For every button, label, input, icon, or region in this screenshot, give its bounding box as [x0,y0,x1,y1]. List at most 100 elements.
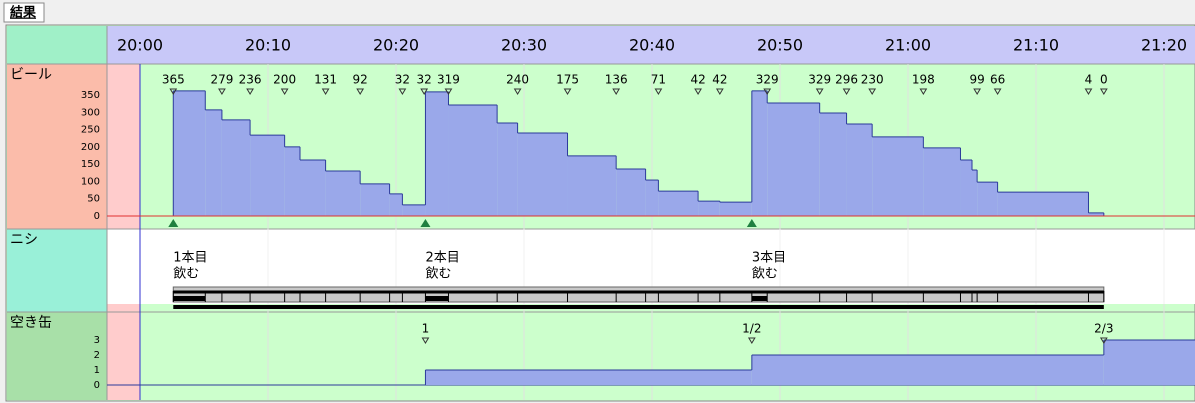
marker [715,88,724,95]
beer-step [997,192,1089,216]
beer-step [173,90,206,216]
marker [1099,337,1108,344]
beer-step [448,105,498,216]
beer-label-cell [7,64,107,229]
corner-cell [7,26,107,64]
tab-label[interactable]: 結果 [10,5,36,21]
y-tick-label: 0 [94,211,100,222]
marker-label: 279 [210,73,233,87]
marker-label: 42 [690,73,705,87]
y-tick-label: 0 [94,380,100,391]
marker-label: 175 [556,73,579,87]
time-label: 20:10 [245,36,291,55]
beer-step [872,136,924,216]
time-label: 20:20 [373,36,419,55]
marker-label: 1 [422,322,430,336]
beer-step [300,159,326,216]
marker-label: 42 [712,73,727,87]
pre-area [107,304,140,400]
marker-label: 236 [239,73,262,87]
beer-step [751,90,768,216]
marker-label: 230 [861,73,884,87]
event-label: 飲む [425,266,451,282]
marker [763,88,772,95]
marker-label: 4 [1085,73,1093,87]
marker-label: 329 [808,73,831,87]
beer-step [325,171,361,216]
time-label: 21:10 [1013,36,1059,55]
marker [398,88,407,95]
marker-label: 0 [1100,73,1108,87]
beer-step [923,147,961,216]
beer-step [972,170,978,216]
beer-step [205,109,222,216]
marker-label: 319 [437,73,460,87]
beer-step [616,168,646,216]
beer-step [284,146,300,216]
y-tick-label: 2 [94,350,100,361]
marker-label: 32 [417,73,432,87]
marker-label: 200 [273,73,296,87]
marker-label: 99 [969,73,984,87]
beer-step [645,180,659,216]
drink-segment [173,296,206,301]
event-label: 3本目 [752,251,786,266]
beer-step [698,201,720,216]
drink-segment [425,296,449,301]
beer-step [425,91,449,216]
marker [747,337,756,344]
can-step [1103,340,1195,385]
time-label: 20:40 [629,36,675,55]
beer-step [567,155,617,216]
time-header [107,26,1195,64]
event-label: 飲む [752,266,778,282]
beer-step [517,133,568,216]
marker [868,88,877,95]
marker [815,88,824,95]
row-label: 空き缶 [10,315,52,331]
row-label: ニシ [10,232,38,248]
marker [280,88,289,95]
marker [973,88,982,95]
start-marker [420,219,431,227]
marker-label: 32 [395,73,410,87]
row-label: ビール [10,67,52,83]
event-label: 1本目 [173,251,207,266]
y-tick-label: 350 [81,90,100,101]
marker [444,88,453,95]
beer-step [250,135,285,216]
beer-step [389,193,403,216]
marker-label: 92 [353,73,368,87]
marker-label: 2/3 [1094,322,1113,336]
y-tick-label: 1 [94,365,100,376]
beer-step [1088,212,1104,216]
beer-step [221,119,251,216]
beer-step [977,182,998,216]
marker [321,88,330,95]
time-label: 21:00 [885,36,931,55]
beer-step [819,112,847,216]
tab[interactable] [3,2,45,23]
marker [246,88,254,95]
marker [421,337,430,344]
marker [513,88,522,95]
marker [1084,88,1093,95]
marker [993,88,1002,95]
activity-bar [172,286,1105,303]
can-step [751,355,1104,385]
y-tick-label: 200 [81,142,100,153]
beer-step [658,191,699,216]
event-label: 飲む [173,266,199,282]
marker [612,88,621,95]
marker [842,88,851,95]
marker-label: 329 [756,73,779,87]
marker-label: 296 [835,73,858,87]
marker [563,88,572,95]
beer-step [360,183,390,216]
beer-step [719,202,752,216]
tab-bar [0,0,1195,24]
marker [356,88,365,95]
time-label: 21:20 [1141,36,1187,55]
start-marker [168,219,179,227]
time-label: 20:30 [501,36,547,55]
